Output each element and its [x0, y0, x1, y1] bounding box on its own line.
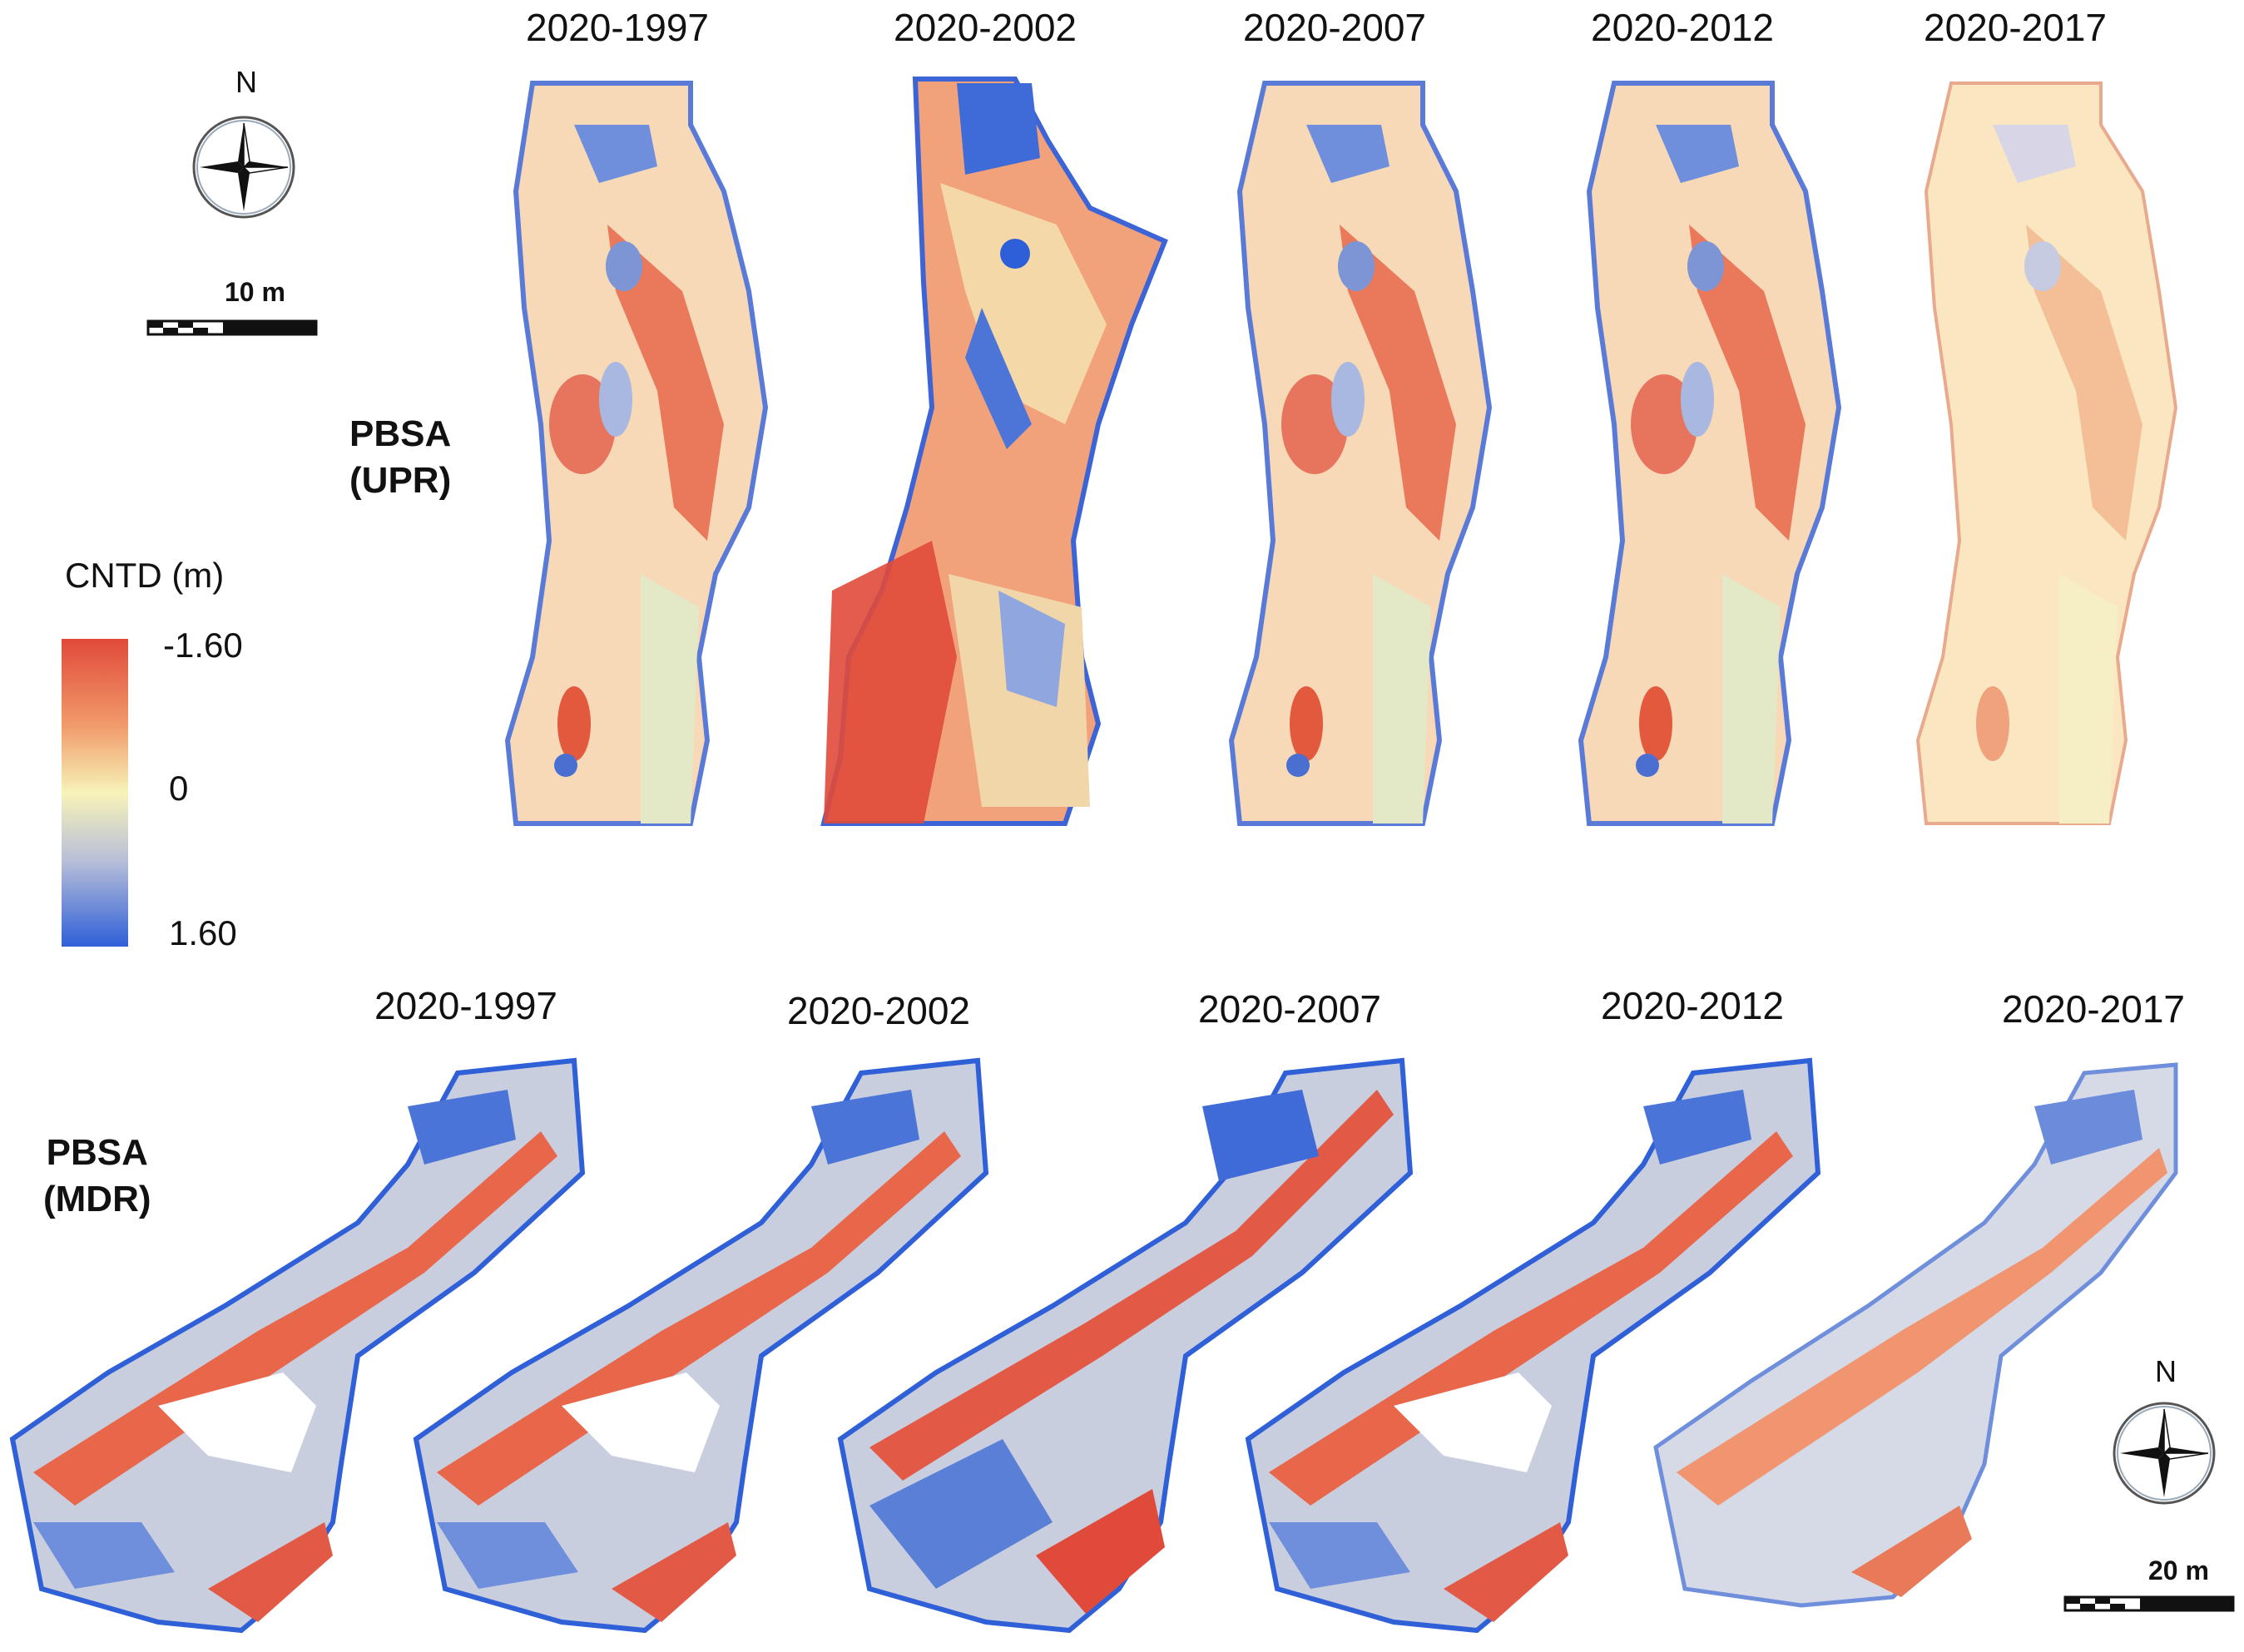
mdr-map-2017 — [1653, 1062, 2178, 1608]
upr-panel-title-2: 2020-2002 — [894, 6, 1077, 49]
mdr-panel-title-2: 2020-2002 — [787, 989, 970, 1032]
upr-map-2017 — [1915, 82, 2178, 825]
mdr-map-1997 — [9, 1057, 586, 1634]
mdr-map-2002 — [413, 1057, 989, 1634]
upr-panel-title-5: 2020-2017 — [1924, 6, 2107, 49]
row-label-mdr-line2: (MDR) — [43, 1179, 151, 1219]
scale-bar-upr — [146, 319, 318, 336]
scale-bar-label-mdr: 20 m — [2148, 1556, 2209, 1585]
row-label-upr-line1: PBSA — [349, 413, 452, 454]
upr-map-1997 — [504, 81, 769, 826]
row-label-mdr-line1: PBSA — [46, 1132, 148, 1173]
mdr-map-2007 — [837, 1057, 1414, 1634]
upr-map-2002 — [820, 77, 1168, 826]
mdr-map-2012 — [1245, 1057, 1821, 1634]
mdr-panel-title-4: 2020-2012 — [1601, 984, 1784, 1027]
north-label-top: N — [235, 65, 257, 99]
mdr-panel-title-1: 2020-1997 — [374, 984, 557, 1027]
legend-title: CNTD (m) — [65, 556, 225, 595]
scale-bar-label-upr: 10 m — [225, 277, 285, 307]
upr-panel-title-3: 2020-2007 — [1243, 6, 1426, 49]
upr-map-2007 — [1228, 81, 1493, 826]
row-label-upr: PBSA (UPR) — [349, 411, 451, 504]
row-label-upr-line2: (UPR) — [349, 460, 452, 501]
row-label-mdr: PBSA (MDR) — [43, 1130, 151, 1223]
compass-rose-icon-bottom — [2113, 1402, 2216, 1505]
mdr-panel-title-3: 2020-2007 — [1198, 987, 1381, 1031]
scale-bar-mdr — [2063, 1595, 2235, 1612]
legend-tick-zero: 0 — [169, 769, 189, 808]
compass-rose-icon — [192, 116, 295, 219]
mdr-panel-title-5: 2020-2017 — [2002, 987, 2185, 1031]
upr-panel-title-1: 2020-1997 — [526, 6, 709, 49]
legend-tick-min: -1.60 — [163, 626, 243, 665]
legend-tick-max: 1.60 — [169, 913, 237, 952]
upr-panel-title-4: 2020-2012 — [1591, 6, 1774, 49]
legend-color-ramp — [62, 639, 128, 947]
upr-map-2012 — [1578, 81, 1842, 826]
north-label-bottom: N — [2155, 1354, 2177, 1388]
